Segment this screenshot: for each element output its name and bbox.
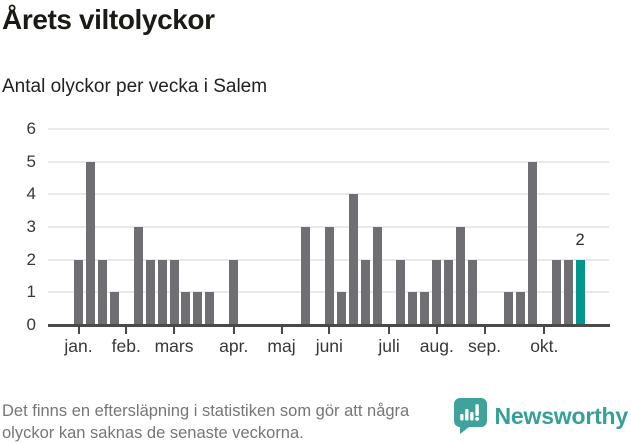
y-tick-label-1: 1 xyxy=(26,282,36,302)
bar-week xyxy=(551,259,561,325)
gridline-y4 xyxy=(48,193,609,196)
y-tick-label-0: 0 xyxy=(26,315,36,334)
x-tick-jan xyxy=(77,327,80,334)
newsworthy-bubble-chart-icon xyxy=(453,398,487,434)
bar-week xyxy=(360,259,370,325)
y-tick-label-6: 6 xyxy=(26,119,36,138)
x-tick-juli xyxy=(388,327,391,334)
bar-week xyxy=(74,259,83,325)
bar-week xyxy=(336,292,346,325)
gridline-y5 xyxy=(48,160,609,163)
bar-week xyxy=(396,259,406,325)
chart-title: Årets viltolyckor xyxy=(2,4,215,35)
x-tick-apr xyxy=(232,327,235,334)
bar-week xyxy=(145,259,155,325)
bar-week xyxy=(169,259,179,325)
bar-week xyxy=(372,227,382,325)
x-tick-okt xyxy=(543,327,546,334)
brand-name: Newsworthy xyxy=(494,402,629,429)
newsworthy-logo: Newsworthy xyxy=(453,398,629,434)
bar-week xyxy=(193,292,203,325)
plot-area xyxy=(48,128,610,334)
bar-week xyxy=(348,194,358,325)
bar-week xyxy=(133,227,143,325)
y-tick-label-5: 5 xyxy=(26,151,36,171)
bar-week xyxy=(181,292,191,325)
bar-week xyxy=(468,259,478,325)
bar-week xyxy=(324,227,334,325)
x-tick-label-maj: maj xyxy=(267,336,296,356)
x-tick-mars xyxy=(173,327,176,334)
x-tick-label-apr: apr. xyxy=(219,336,249,356)
bar-week xyxy=(85,161,95,325)
x-axis-line xyxy=(48,324,610,327)
bar-week xyxy=(563,259,573,325)
x-tick-label-mars: mars xyxy=(154,336,194,356)
bar-week xyxy=(515,292,525,325)
highlight-value-label: 2 xyxy=(575,231,585,249)
bar-highlight-latest-week xyxy=(575,259,585,325)
bar-week xyxy=(456,227,466,325)
bar-week xyxy=(527,161,537,325)
bar-week xyxy=(420,292,430,325)
x-tick-sep xyxy=(483,327,486,334)
x-tick-label-juni: juni xyxy=(315,336,343,356)
x-tick-label-sep: sep. xyxy=(468,336,502,356)
bar-week xyxy=(444,259,454,325)
y-tick-label-4: 4 xyxy=(26,184,36,204)
y-tick-label-3: 3 xyxy=(26,217,36,236)
footnote: Det finns en eftersläpning i statistiken… xyxy=(2,402,410,442)
x-tick-label-okt: okt. xyxy=(530,336,559,356)
bar-week xyxy=(300,227,310,325)
bar-week xyxy=(157,259,167,325)
bar-week xyxy=(97,259,107,325)
chart-subtitle: Antal olyckor per vecka i Salem xyxy=(2,76,268,97)
x-tick-juni xyxy=(328,327,331,334)
bar-week xyxy=(432,259,442,325)
x-tick-label-aug: aug. xyxy=(419,336,454,356)
x-tick-label-juli: juli xyxy=(378,336,400,356)
x-tick-label-jan: jan. xyxy=(64,336,93,356)
bar-week xyxy=(229,259,239,325)
x-tick-maj xyxy=(280,327,283,334)
y-tick-label-2: 2 xyxy=(26,249,36,269)
bar-week xyxy=(503,292,513,325)
x-tick-label-feb: feb. xyxy=(111,336,141,356)
bar-week xyxy=(109,292,119,325)
gridline-y6 xyxy=(48,128,609,130)
bar-week xyxy=(205,292,215,325)
x-tick-aug xyxy=(435,327,438,334)
bar-week xyxy=(408,292,418,325)
x-tick-feb xyxy=(125,327,128,334)
